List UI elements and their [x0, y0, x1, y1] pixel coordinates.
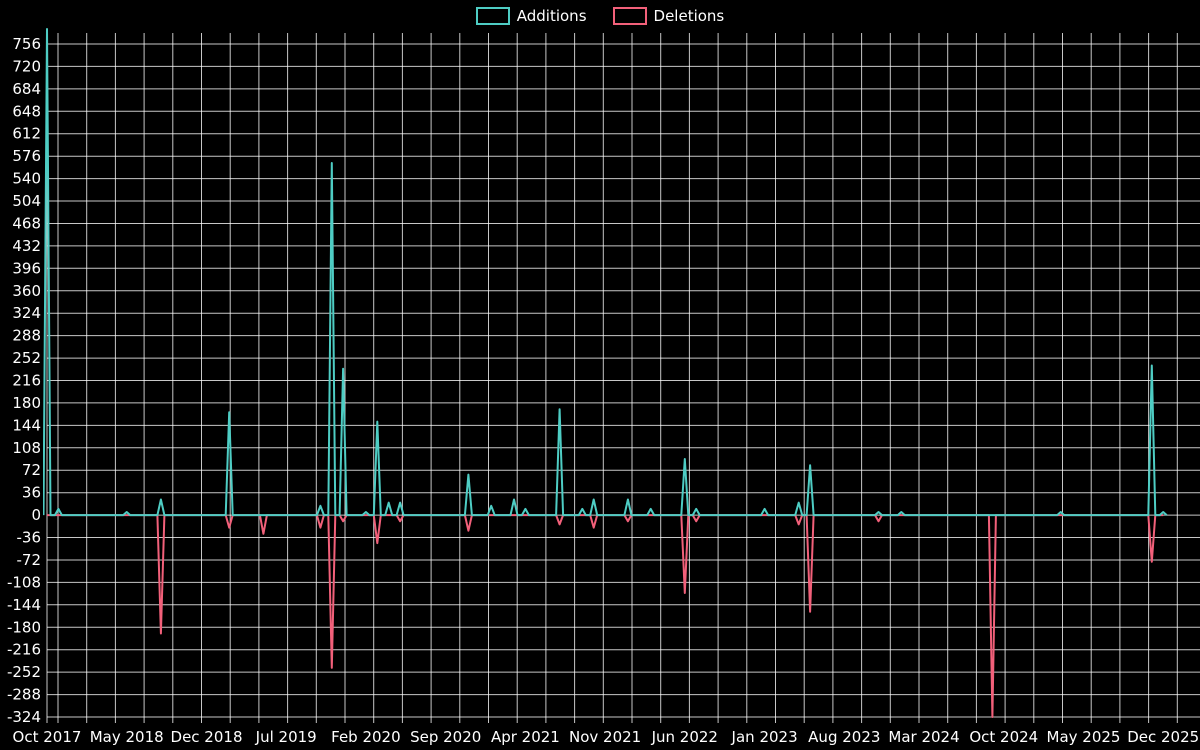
y-tick-label: 252 — [12, 349, 41, 367]
y-tick-label: 180 — [12, 394, 41, 412]
x-tick-label: Dec 2025 — [1127, 728, 1199, 746]
x-tick-label: Mar 2024 — [888, 728, 959, 746]
y-tick-label: -216 — [7, 641, 41, 659]
y-tick-label: -144 — [7, 596, 41, 614]
y-tick-label: 396 — [12, 259, 41, 277]
y-tick-label: 540 — [12, 170, 41, 188]
additions-swatch — [475, 7, 510, 25]
x-tick-label: Aug 2023 — [808, 728, 880, 746]
x-tick-label: Feb 2020 — [331, 728, 401, 746]
legend-label-deletions: Deletions — [653, 7, 725, 25]
y-tick-label: 360 — [12, 282, 41, 300]
x-tick-label: Nov 2021 — [569, 728, 641, 746]
chart-legend: Additions Deletions — [0, 7, 1200, 25]
y-tick-label: 648 — [12, 102, 41, 120]
y-tick-label: 684 — [12, 80, 41, 98]
y-tick-label: 72 — [22, 461, 41, 479]
x-tick-label: Apr 2021 — [491, 728, 560, 746]
y-tick-label: 756 — [12, 35, 41, 53]
y-tick-label: -108 — [7, 573, 41, 591]
deletions-series-line — [47, 514, 1164, 718]
y-tick-label: 36 — [22, 484, 41, 502]
y-tick-label: 468 — [12, 215, 41, 233]
x-tick-label: Oct 2017 — [13, 728, 82, 746]
y-tick-label: 612 — [12, 125, 41, 143]
y-tick-label: -72 — [17, 551, 42, 569]
y-tick-label: 288 — [12, 327, 41, 345]
x-tick-label: May 2025 — [1047, 728, 1121, 746]
legend-item-additions[interactable]: Additions — [475, 7, 587, 25]
y-tick-label: 144 — [12, 416, 41, 434]
y-tick-label: 720 — [12, 57, 41, 75]
y-tick-label: 324 — [12, 304, 41, 322]
y-tick-label: -36 — [17, 529, 42, 547]
legend-item-deletions[interactable]: Deletions — [612, 7, 725, 25]
y-tick-label: -288 — [7, 686, 41, 704]
y-tick-label: 0 — [31, 506, 41, 524]
x-tick-label: Dec 2018 — [171, 728, 243, 746]
y-tick-label: -252 — [7, 663, 41, 681]
y-tick-label: 504 — [12, 192, 41, 210]
deletions-swatch — [612, 7, 647, 25]
x-tick-label: Jan 2023 — [731, 728, 798, 746]
y-tick-label: -324 — [7, 708, 41, 726]
x-tick-label: May 2018 — [90, 728, 164, 746]
y-tick-label: 576 — [12, 147, 41, 165]
additions-series-line — [43, 28, 1168, 517]
legend-label-additions: Additions — [516, 7, 587, 25]
y-tick-label: 216 — [12, 372, 41, 390]
x-tick-label: Oct 2024 — [969, 728, 1038, 746]
y-tick-label: 108 — [12, 439, 41, 457]
y-tick-label: -180 — [7, 618, 41, 636]
y-tick-label: 432 — [12, 237, 41, 255]
x-tick-label: Jul 2019 — [255, 728, 317, 746]
x-tick-label: Jun 2022 — [651, 728, 718, 746]
x-tick-label: Sep 2020 — [410, 728, 481, 746]
